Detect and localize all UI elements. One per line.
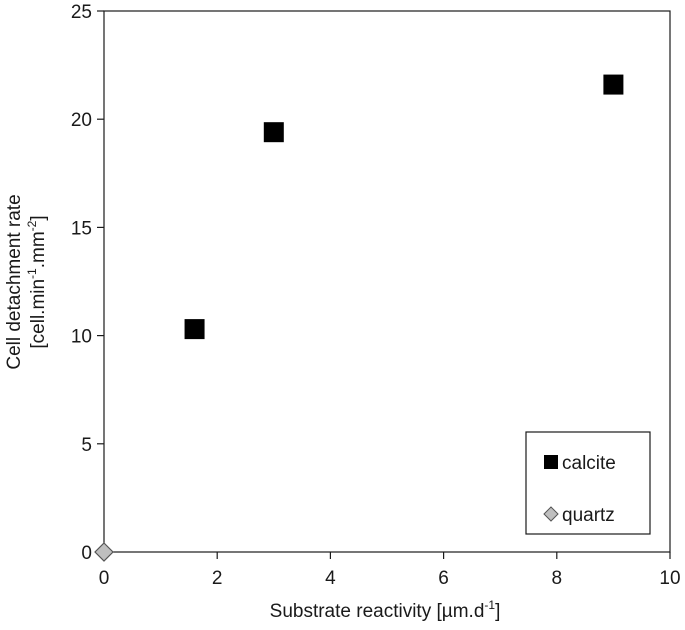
y-tick-label: 25 [71, 2, 92, 23]
calcite-point [263, 122, 284, 143]
y-axis-title-line1: Cell detachment rate [4, 194, 25, 369]
y-tick-label: 15 [71, 218, 92, 239]
legend: calcite quartz [525, 431, 651, 535]
x-tick-label: 10 [659, 568, 680, 589]
x-tick-label: 4 [325, 568, 336, 589]
y-tick-label: 0 [81, 543, 92, 564]
quartz-point [94, 542, 114, 562]
axis-ticks: 0 2 4 6 8 10 0 5 10 15 20 25 [71, 2, 681, 589]
x-tick-label: 6 [438, 568, 449, 589]
y-tick-label: 5 [81, 435, 92, 456]
y-axis-title-line2: [cell.min-1.mm-2] [25, 215, 49, 348]
legend-calcite-marker [544, 455, 558, 469]
plot-area-frame [103, 10, 671, 553]
y-tick-label: 20 [71, 110, 92, 131]
legend-quartz-marker [543, 506, 559, 522]
calcite-point [184, 319, 205, 340]
data-points [94, 74, 624, 562]
calcite-point [603, 74, 624, 95]
y-tick-label: 10 [71, 327, 92, 348]
x-tick-label: 0 [99, 568, 110, 589]
x-tick-label: 8 [552, 568, 563, 589]
legend-quartz-label: quartz [562, 505, 615, 526]
y-axis-title: Cell detachment rate [cell.min-1.mm-2] [4, 194, 49, 369]
x-axis-title: Substrate reactivity [µm.d-1] [270, 598, 501, 622]
legend-calcite-label: calcite [562, 453, 616, 474]
x-tick-label: 2 [212, 568, 223, 589]
